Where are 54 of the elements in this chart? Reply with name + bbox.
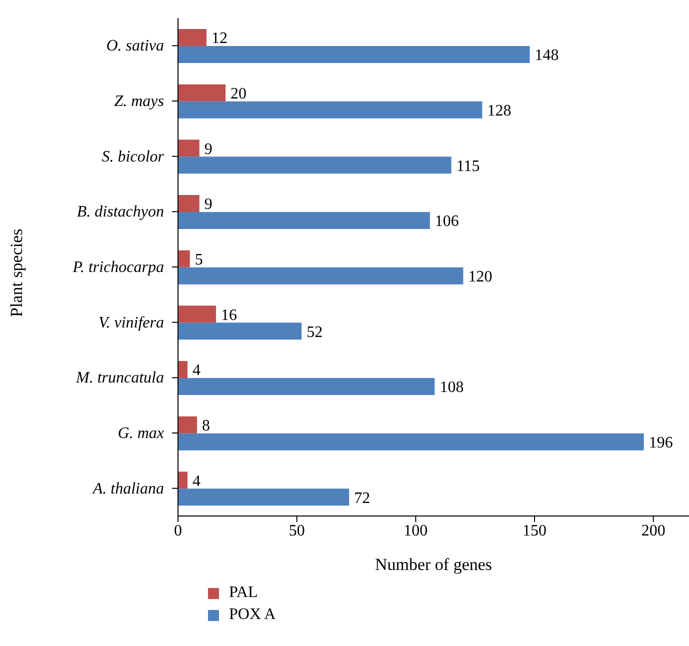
data-label: 148: [534, 47, 559, 64]
bar: [178, 267, 464, 284]
bar: [178, 156, 452, 174]
data-label: 4: [192, 472, 201, 490]
bar: [178, 488, 350, 506]
data-label: 120: [468, 268, 492, 286]
x-tick-label: 0: [174, 522, 182, 540]
data-label: 4: [192, 362, 201, 380]
y-tick-label: B. distachyon: [76, 204, 164, 221]
bar: [178, 433, 644, 450]
x-axis-title: Number of genes: [374, 555, 492, 574]
data-label: 16: [221, 306, 238, 324]
x-tick-label: 100: [404, 522, 428, 540]
data-label: 8: [202, 418, 210, 435]
data-label: 106: [434, 213, 459, 230]
bar: [178, 101, 482, 118]
bar: [178, 84, 226, 102]
legend-label: POX A: [229, 606, 276, 624]
data-label: 72: [354, 490, 370, 507]
bar: [178, 361, 188, 378]
data-label: 20: [230, 86, 247, 103]
data-label: 9: [204, 196, 212, 214]
data-label: 9: [204, 140, 212, 158]
data-label: 115: [456, 158, 480, 175]
data-label: 108: [440, 379, 464, 396]
y-tick-label: P. trichocarpa: [72, 259, 164, 276]
bar: [178, 195, 200, 212]
y-tick-label: S. bicolor: [102, 148, 165, 166]
bar: [178, 140, 200, 157]
data-label: 12: [212, 30, 228, 48]
bar: [178, 322, 302, 340]
bar: [178, 46, 530, 63]
bar: [178, 416, 198, 434]
data-label: 5: [194, 252, 203, 269]
legend-label: PAL: [229, 584, 258, 602]
bar: [178, 306, 216, 323]
y-tick-label: V. vinifera: [98, 314, 164, 332]
x-tick-label: 50: [288, 522, 305, 540]
y-axis-title: Plant species: [7, 228, 26, 317]
data-label: 52: [306, 324, 323, 341]
data-label: 128: [487, 102, 512, 120]
y-tick-label: G. max: [118, 425, 164, 442]
data-label: 196: [648, 434, 673, 452]
bar: [178, 378, 435, 395]
y-tick-label: O. sativa: [106, 38, 164, 55]
bar: [178, 472, 188, 489]
bar: [178, 29, 207, 46]
y-tick-label: Z. mays: [114, 93, 164, 110]
x-tick-label: 200: [641, 522, 666, 540]
y-tick-label: A. thaliana: [92, 480, 164, 498]
y-tick-label: M. truncatula: [75, 370, 164, 387]
x-tick-label: 150: [522, 522, 547, 540]
bar: [178, 250, 190, 268]
bar: [178, 212, 430, 229]
